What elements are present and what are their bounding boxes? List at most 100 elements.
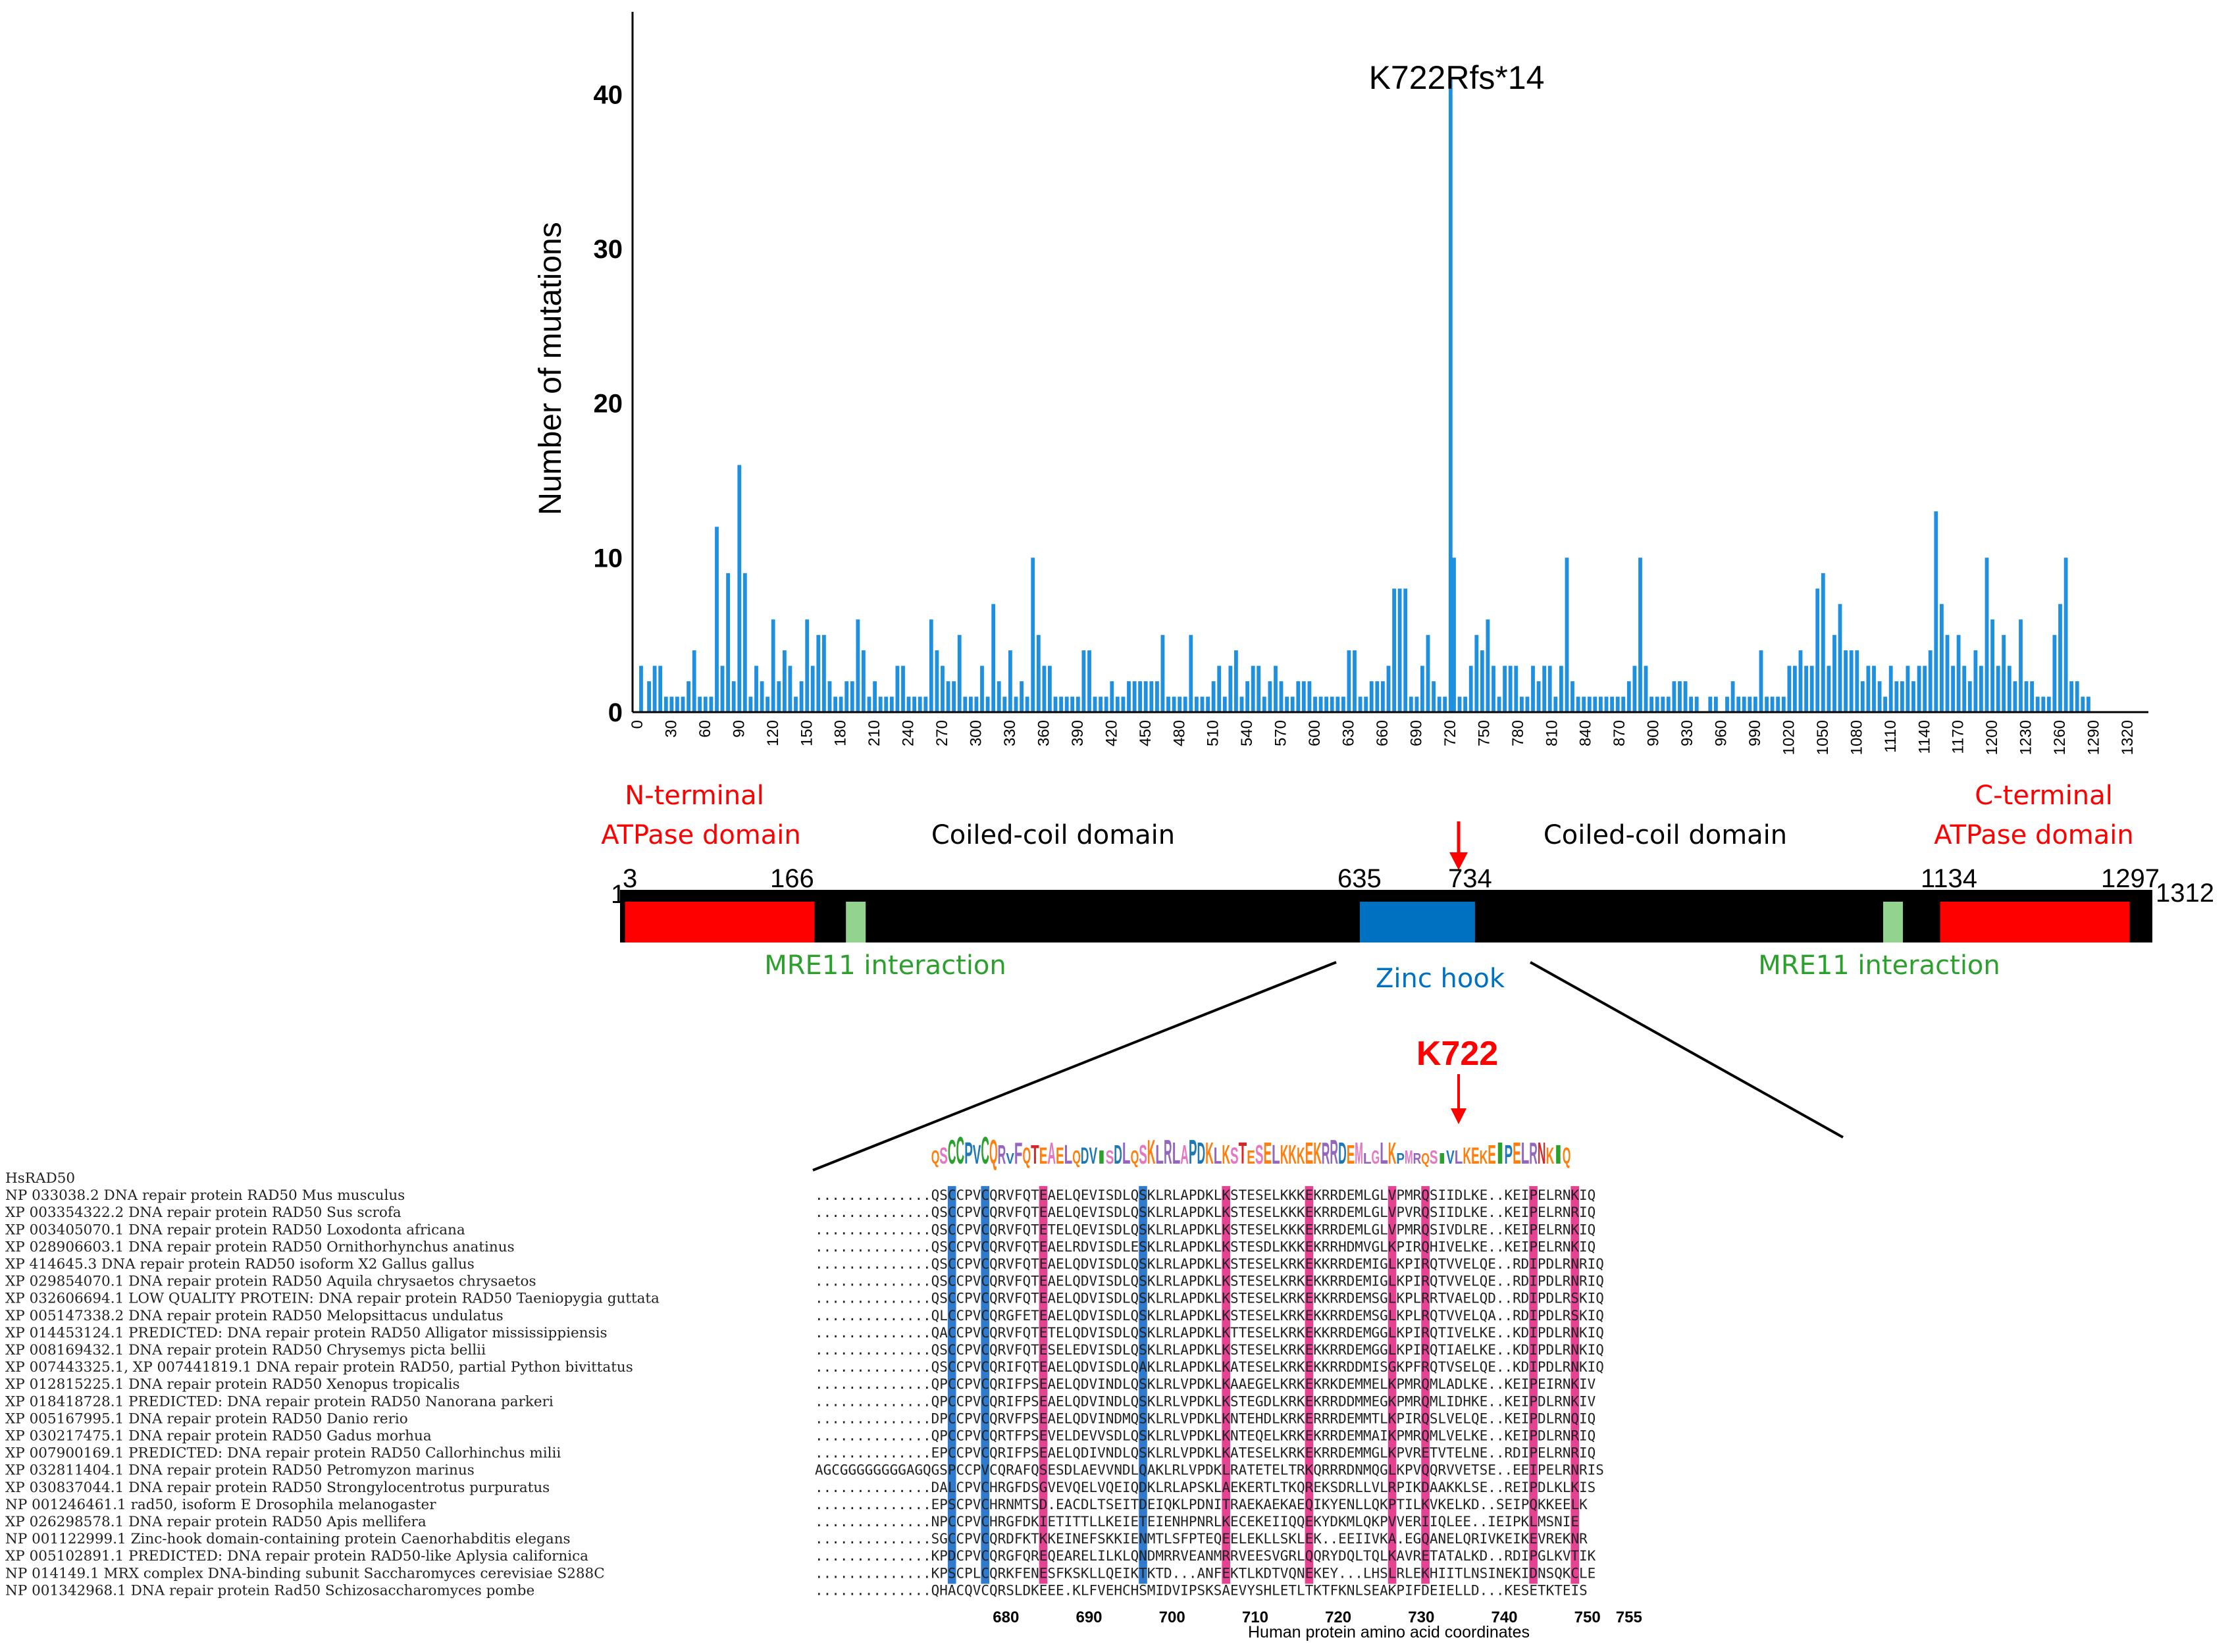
bar [1559,665,1563,712]
bar [1002,696,1007,712]
x-tick-label: 1290 [2085,720,2103,755]
sequence-name: XP 030217475.1 DNA repair protein RAD50 … [5,1428,432,1445]
bar [1928,650,1933,712]
sequence-residues: ..............QSCCPVCQRVFQTEAELRDVISDLES… [815,1239,1596,1255]
bar [1736,696,1741,712]
bar [1474,634,1479,712]
bar [658,665,663,712]
logo-letter: D [1338,1136,1347,1170]
logo-letter: L [1064,1139,1073,1170]
bar [2069,681,2073,712]
bar [1638,557,1642,712]
bar [1525,696,1530,712]
residue-tick-label: 755 [1616,1609,1642,1626]
sequence-residues: ..............QPCCPVCQRIFPSEAELQDVINDLQS… [815,1393,1596,1410]
y-tick-label: 20 [594,390,623,419]
bar [1200,696,1205,712]
sequence-name: XP 029854070.1 DNA repair protein RAD50 … [5,1274,536,1290]
bar [1708,696,1713,712]
sequence-name: XP 005102891.1 PREDICTED: DNA repair pro… [5,1548,588,1564]
bar [1070,696,1075,712]
logo-letter: L [1521,1136,1530,1170]
bar-series [639,78,2090,712]
bar [839,696,843,712]
sequence-residues: ..............QPCCPVCQRTFPSEVELDEVVSDLQS… [815,1428,1596,1445]
bar [1426,634,1430,712]
logo-letter: L [1172,1136,1181,1170]
mre11-right-label: MRE11 interaction [1758,950,2000,981]
pos-635: 635 [1337,864,1382,893]
residue-tick-label: 700 [1159,1609,1185,1626]
bar [1894,681,1899,712]
bar [1765,696,1769,712]
conserved-column-blue [947,1186,956,1584]
bar [935,650,939,712]
bar [1934,511,1938,712]
logo-letter: P [1505,1139,1513,1170]
x-tick-label: 390 [1069,720,1087,746]
bar [1397,588,1402,712]
mre11-interaction-segment [1883,902,1903,942]
bar [1945,634,1950,712]
bar [1940,604,1944,712]
x-tick-label: 990 [1746,720,1764,746]
bar [1364,696,1368,712]
bar [794,696,798,712]
x-tick-label: 810 [1543,720,1561,746]
y-tick-labels: 0 10 20 30 40 [594,80,623,727]
bar [1979,665,1983,712]
bar [1967,681,1972,712]
bar [1838,604,1842,712]
bar [663,696,668,712]
logo-letter: S [1139,1139,1147,1170]
bar [1480,650,1484,712]
bar [715,527,719,712]
y-axis-label: Number of mutations [533,222,568,515]
x-tick-label: 720 [1441,720,1459,746]
bar [895,665,900,712]
bar [1166,696,1170,712]
bar [1381,681,1385,712]
x-tick-label: 780 [1509,720,1527,746]
x-tick-label: 120 [764,720,782,746]
logo-letter: R [1529,1136,1538,1170]
n-terminal-label-line1: N-terminal [625,781,764,811]
bar [974,696,979,712]
sequence-name: NP 014149.1 MRX complex DNA-binding subu… [5,1565,605,1582]
bar [1036,634,1041,712]
bar [1468,665,1473,712]
bar [1962,665,1967,712]
bar [862,650,866,712]
bar [2030,681,2034,712]
n-terminal-atpase-domain-segment [625,902,815,942]
sequence-name: XP 032606694.1 LOW QUALITY PROTEIN: DNA … [5,1291,660,1307]
bar [1497,696,1501,712]
bar [1121,696,1126,712]
bar [867,696,871,712]
pos-166: 166 [770,864,814,893]
conserved-column-pink [1039,1186,1048,1584]
bar [1296,681,1301,712]
bar [1138,681,1142,712]
bar [1409,696,1413,712]
x-tick-labels: 0 30 60 90 120 150 180 210 240 270 300 330 360 390 420… [629,720,2137,755]
sequence-residues: ..............QSCCPVCQRVFQTEAELQEVISDLQS… [815,1187,1596,1204]
bar [991,604,996,712]
bar [1307,681,1312,712]
bar [1301,681,1306,712]
bar [1849,650,1854,712]
bar [1582,696,1586,712]
sequence-residues: ..............EPCCPVCQRIFPSEAELQDIVNDLQS… [815,1445,1596,1462]
bar [1008,650,1012,712]
bar [1341,696,1345,712]
sequence-name: XP 003354322.2 DNA repair protein RAD50 … [5,1204,402,1221]
bar [1420,665,1424,712]
conserved-column-blue [1139,1186,1147,1584]
bar [2019,619,2023,712]
bar [923,696,928,712]
c-terminal-label-line1: C-terminal [1975,781,2112,811]
x-tick-label: 930 [1678,720,1696,746]
logo-letter: I [1554,1139,1563,1170]
bar [1160,634,1165,712]
